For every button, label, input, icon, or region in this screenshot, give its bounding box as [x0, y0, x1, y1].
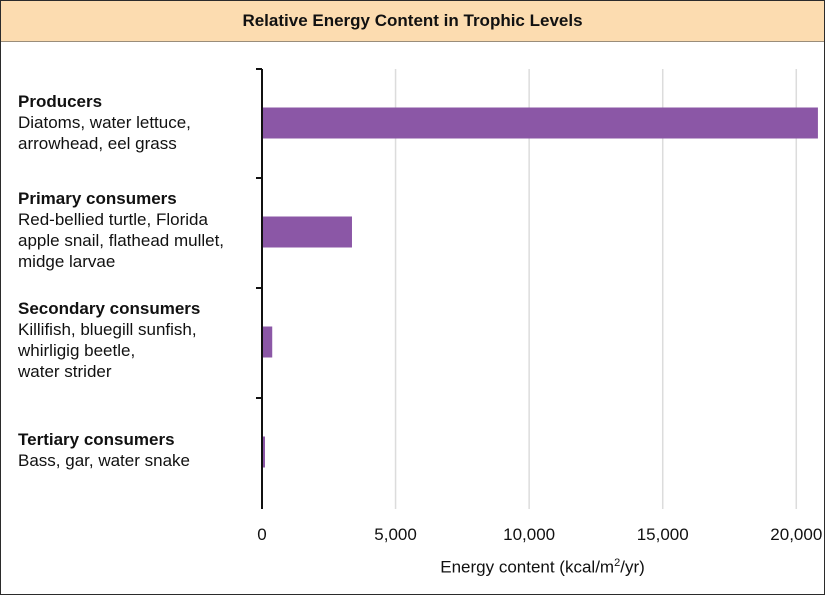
category-name: Tertiary consumers [18, 430, 175, 449]
bar [262, 326, 273, 358]
chart-title: Relative Energy Content in Trophic Level… [1, 1, 824, 42]
category-name: Primary consumers [18, 189, 177, 208]
category-label-secondary-consumers: Secondary consumers Killifish, bluegill … [18, 298, 200, 382]
category-description: Diatoms, water lettuce, arrowhead, eel g… [18, 113, 191, 153]
bar [262, 107, 818, 139]
x-tick-label: 15,000 [637, 525, 689, 544]
category-name: Secondary consumers [18, 299, 201, 318]
x-tick-label: 20,000 [770, 525, 822, 544]
category-label-tertiary-consumers: Tertiary consumers Bass, gar, water snak… [18, 429, 190, 471]
x-tick-label: 10,000 [503, 525, 555, 544]
x-axis-label-main: Energy content (kcal/m [440, 557, 615, 577]
x-axis-label-superscript: 2 [614, 557, 621, 569]
x-tick-label: 0 [257, 525, 266, 544]
category-description: Killifish, bluegill sunfish, whirligig b… [18, 320, 197, 381]
category-label-producers: Producers Diatoms, water lettuce, arrowh… [18, 91, 191, 154]
bar [262, 216, 352, 248]
category-description: Bass, gar, water snake [18, 451, 190, 470]
x-axis-label: Energy content (kcal/m2/yr) [261, 557, 824, 578]
x-axis-label-tail: /yr) [620, 557, 645, 577]
bar [262, 436, 265, 468]
x-tick-label: 5,000 [374, 525, 417, 544]
category-description: Red-bellied turtle, Florida apple snail,… [18, 210, 225, 271]
category-label-primary-consumers: Primary consumers Red-bellied turtle, Fl… [18, 188, 224, 272]
category-name: Producers [18, 92, 103, 111]
